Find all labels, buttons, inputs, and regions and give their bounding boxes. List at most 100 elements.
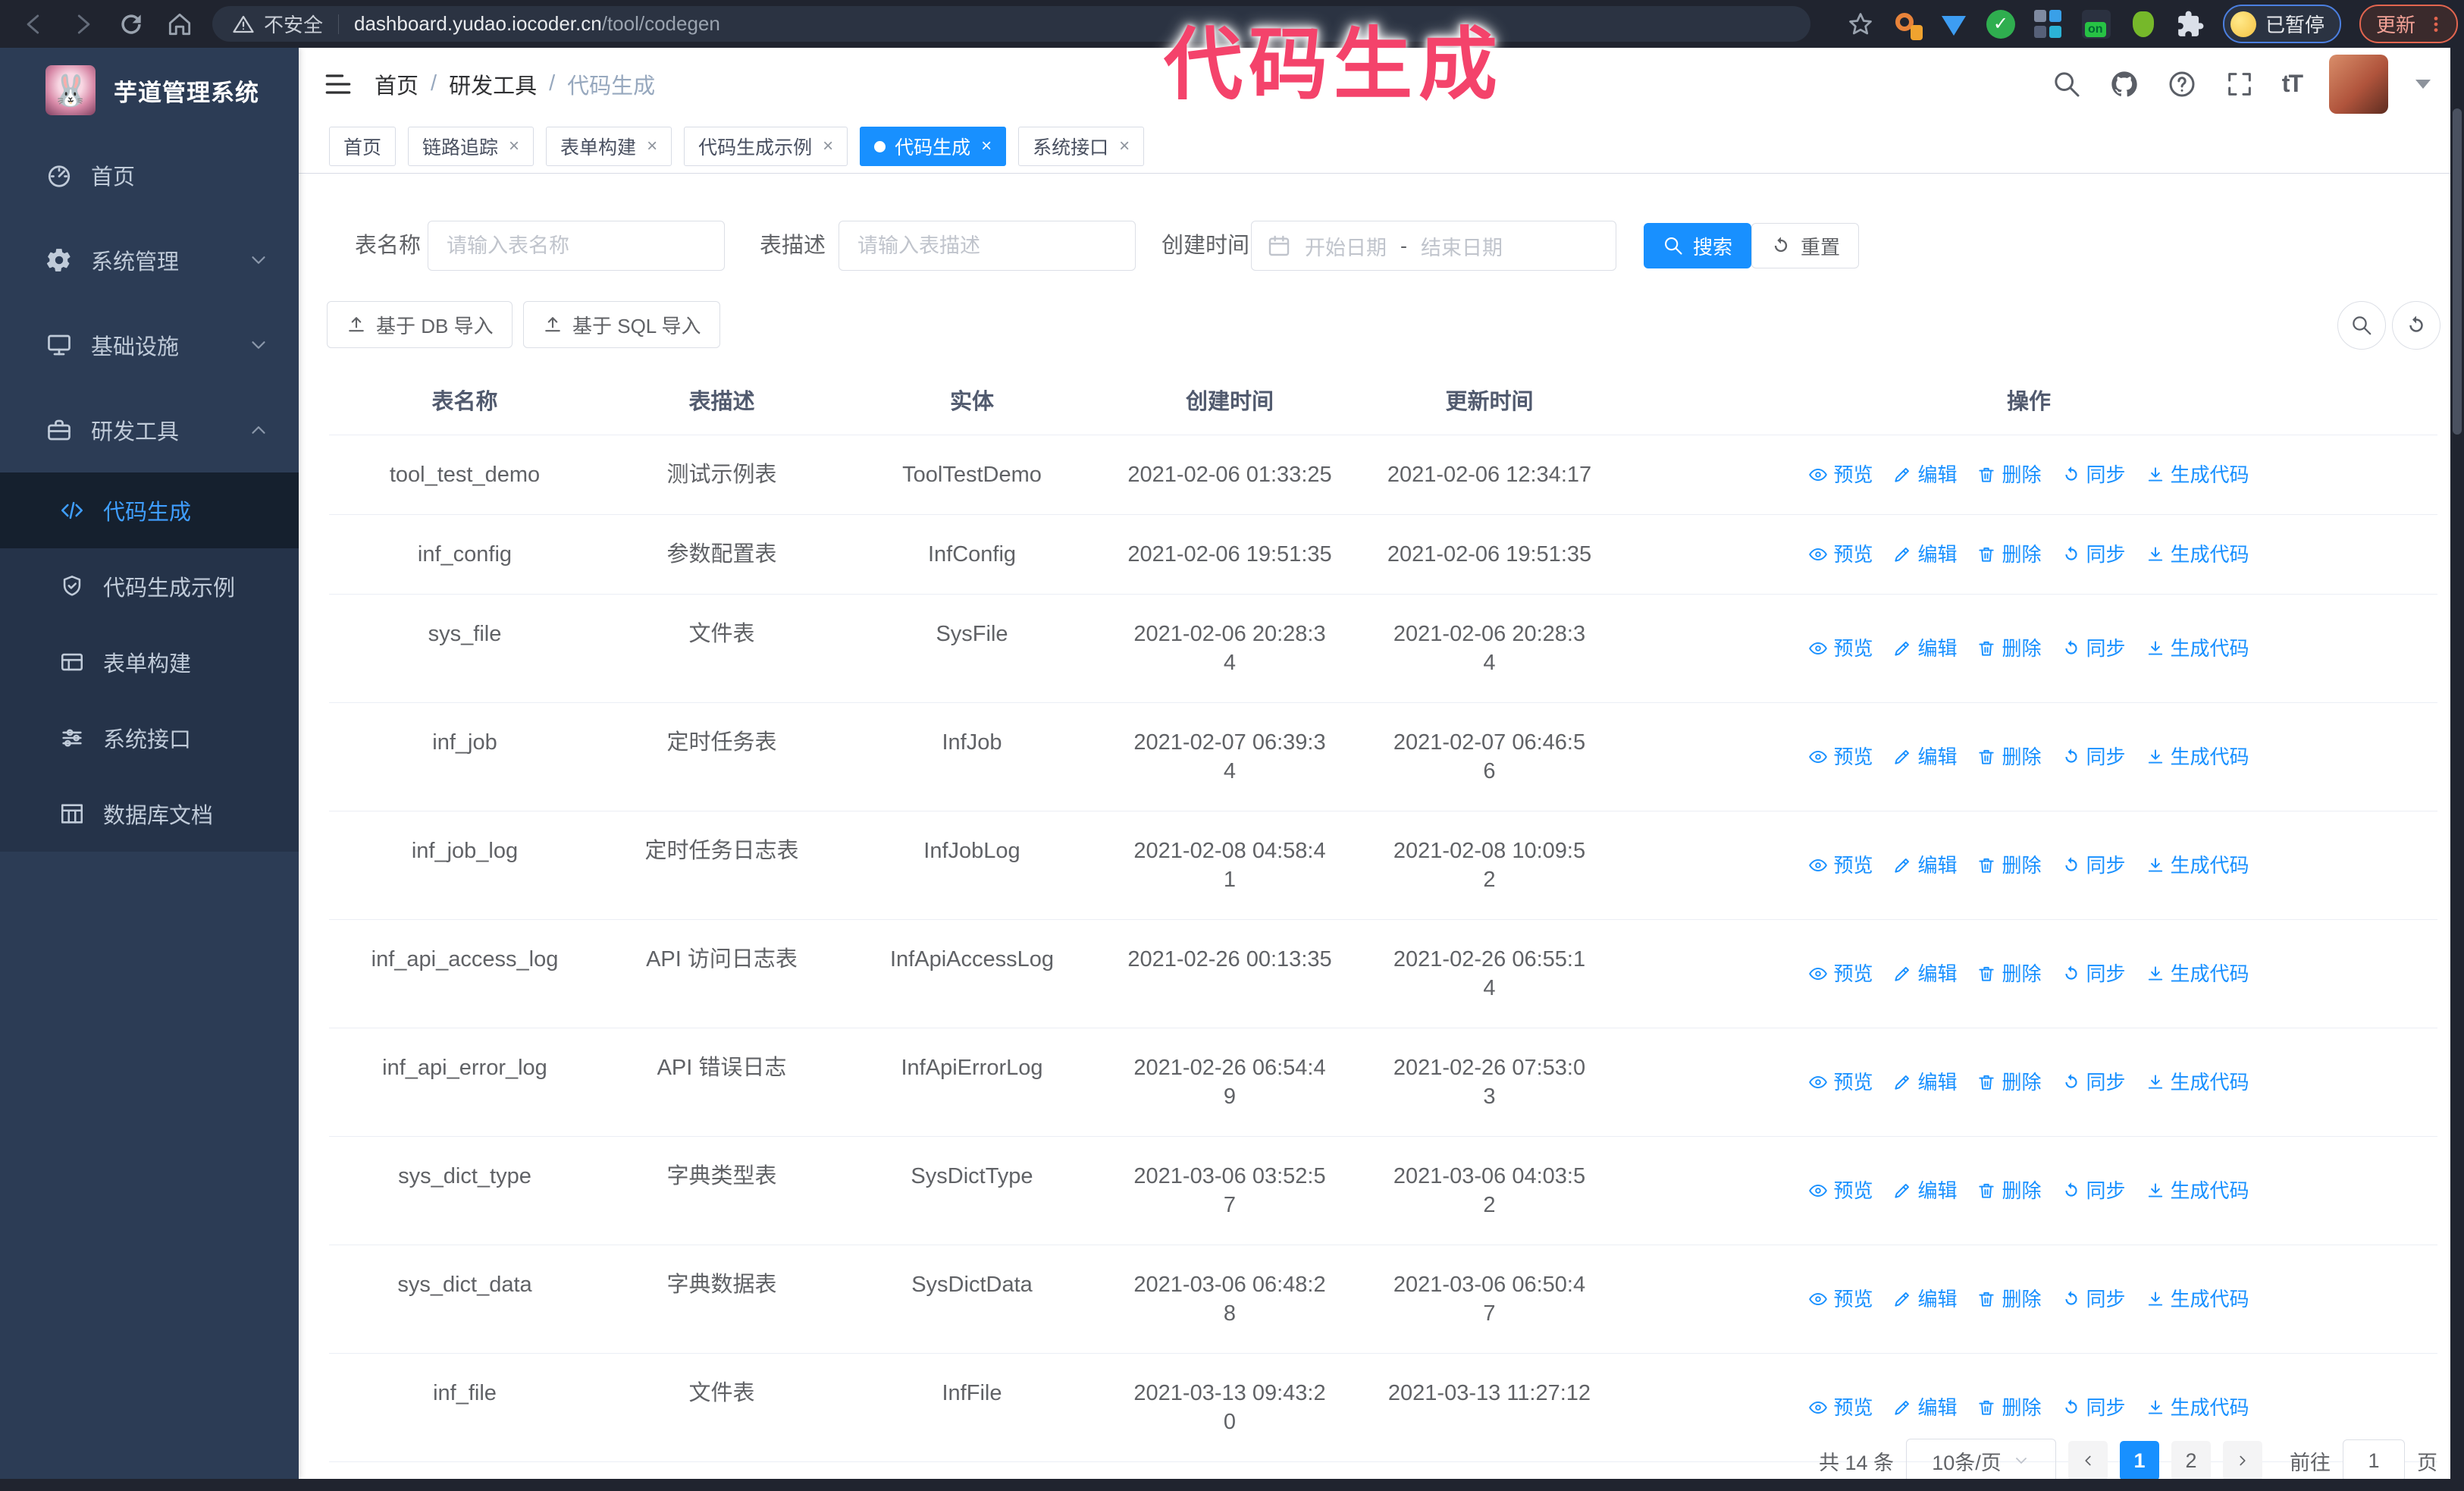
github-icon[interactable]	[2109, 69, 2140, 99]
generate-code-link[interactable]: 生成代码	[2146, 460, 2249, 489]
extension-green-check-icon[interactable]: ✓	[1986, 9, 2015, 39]
page-size-select[interactable]: 10条/页	[1906, 1439, 2056, 1483]
close-tab-icon[interactable]: ×	[509, 136, 520, 156]
generate-code-link[interactable]: 生成代码	[2146, 634, 2249, 663]
edit-link[interactable]: 编辑	[1892, 1393, 1957, 1422]
edit-link[interactable]: 编辑	[1892, 851, 1957, 880]
window-scrollbar-track[interactable]	[2450, 48, 2464, 1491]
preview-link[interactable]: 预览	[1808, 1393, 1873, 1422]
profile-sync-paused-chip[interactable]: 已暂停	[2222, 5, 2341, 43]
delete-link[interactable]: 删除	[1977, 742, 2042, 771]
sidebar-subitem-sliders[interactable]: 系统接口	[0, 700, 299, 776]
sync-link[interactable]: 同步	[2061, 742, 2126, 771]
search-button[interactable]: 搜索	[1644, 223, 1752, 268]
browser-update-button[interactable]: 更新	[2359, 5, 2458, 43]
sidebar-subitem-table-grid[interactable]: 数据库文档	[0, 776, 299, 852]
table-name-input[interactable]	[428, 221, 725, 271]
preview-link[interactable]: 预览	[1808, 1176, 1873, 1205]
prev-page-button[interactable]	[2068, 1441, 2108, 1480]
sync-link[interactable]: 同步	[2061, 634, 2126, 663]
tag-view-tab[interactable]: 首页	[329, 127, 397, 166]
edit-link[interactable]: 编辑	[1892, 742, 1957, 771]
generate-code-link[interactable]: 生成代码	[2146, 851, 2249, 880]
generate-code-link[interactable]: 生成代码	[2146, 1393, 2249, 1422]
preview-link[interactable]: 预览	[1808, 1068, 1873, 1097]
delete-link[interactable]: 删除	[1977, 540, 2042, 569]
help-icon[interactable]	[2167, 69, 2197, 99]
sidebar-item-monitor[interactable]: 基础设施	[0, 303, 299, 388]
browser-back-icon[interactable]	[20, 10, 49, 39]
generate-code-link[interactable]: 生成代码	[2146, 959, 2249, 988]
reset-button[interactable]: 重置	[1751, 223, 1860, 268]
preview-link[interactable]: 预览	[1808, 540, 1873, 569]
page-number-button[interactable]: 2	[2171, 1441, 2211, 1480]
edit-link[interactable]: 编辑	[1892, 1285, 1957, 1314]
sync-link[interactable]: 同步	[2061, 1176, 2126, 1205]
close-tab-icon[interactable]: ×	[981, 136, 992, 156]
preview-link[interactable]: 预览	[1808, 959, 1873, 988]
sync-link[interactable]: 同步	[2061, 1068, 2126, 1097]
tag-view-tab[interactable]: 链路追踪 ×	[408, 127, 534, 166]
delete-link[interactable]: 删除	[1977, 1068, 2042, 1097]
bookmark-star-icon[interactable]	[1847, 11, 1874, 38]
fullscreen-icon[interactable]	[2224, 69, 2255, 99]
window-scrollbar-thumb[interactable]	[2453, 108, 2462, 435]
edit-link[interactable]: 编辑	[1892, 460, 1957, 489]
sidebar-subitem-form[interactable]: 表单构建	[0, 624, 299, 700]
sync-link[interactable]: 同步	[2061, 851, 2126, 880]
extension-orange-icon[interactable]	[1892, 10, 1923, 40]
delete-link[interactable]: 删除	[1977, 460, 2042, 489]
sync-link[interactable]: 同步	[2061, 959, 2126, 988]
extension-on-badge-icon[interactable]: on	[2081, 9, 2111, 39]
hamburger-icon[interactable]	[321, 67, 355, 101]
generate-code-link[interactable]: 生成代码	[2146, 1068, 2249, 1097]
browser-home-icon[interactable]	[165, 10, 194, 39]
edit-link[interactable]: 编辑	[1892, 1176, 1957, 1205]
delete-link[interactable]: 删除	[1977, 959, 2042, 988]
refresh-table-button[interactable]	[2392, 301, 2440, 350]
close-tab-icon[interactable]: ×	[1119, 136, 1130, 156]
delete-link[interactable]: 删除	[1977, 1285, 2042, 1314]
sync-link[interactable]: 同步	[2061, 540, 2126, 569]
preview-link[interactable]: 预览	[1808, 634, 1873, 663]
avatar-caret-icon[interactable]	[2415, 79, 2431, 89]
preview-link[interactable]: 预览	[1808, 1285, 1873, 1314]
delete-link[interactable]: 删除	[1977, 1176, 2042, 1205]
sidebar-subitem-shield-check[interactable]: 代码生成示例	[0, 548, 299, 624]
browser-reload-icon[interactable]	[117, 10, 146, 39]
toggle-search-button[interactable]	[2337, 301, 2386, 350]
sidebar-item-gear[interactable]: 系统管理	[0, 218, 299, 303]
edit-link[interactable]: 编辑	[1892, 540, 1957, 569]
next-page-button[interactable]	[2223, 1441, 2262, 1480]
table-desc-input[interactable]	[839, 221, 1136, 271]
generate-code-link[interactable]: 生成代码	[2146, 742, 2249, 771]
browser-forward-icon[interactable]	[68, 10, 97, 39]
edit-link[interactable]: 编辑	[1892, 959, 1957, 988]
extension-alien-icon[interactable]	[2129, 10, 2158, 39]
tag-view-tab[interactable]: 表单构建 ×	[546, 127, 672, 166]
import-from-sql-button[interactable]: 基于 SQL 导入	[523, 301, 720, 348]
app-logo-row[interactable]: 🐰 芋道管理系统	[0, 48, 299, 133]
sync-link[interactable]: 同步	[2061, 1285, 2126, 1314]
generate-code-link[interactable]: 生成代码	[2146, 1176, 2249, 1205]
date-range-picker[interactable]: 开始日期 - 结束日期	[1251, 221, 1616, 271]
font-size-icon[interactable]: tT	[2281, 70, 2303, 97]
breadcrumb-item[interactable]: 首页	[375, 74, 419, 99]
extension-gem-icon[interactable]	[1939, 10, 1968, 39]
start-date-placeholder[interactable]: 开始日期	[1305, 236, 1387, 259]
goto-page-input[interactable]	[2343, 1439, 2405, 1482]
user-avatar[interactable]	[2329, 54, 2388, 114]
sync-link[interactable]: 同步	[2061, 1393, 2126, 1422]
preview-link[interactable]: 预览	[1808, 460, 1873, 489]
page-number-button[interactable]: 1	[2120, 1441, 2159, 1480]
close-tab-icon[interactable]: ×	[647, 136, 658, 156]
search-icon[interactable]	[2052, 69, 2082, 99]
extension-grid-icon[interactable]	[2033, 9, 2064, 39]
delete-link[interactable]: 删除	[1977, 851, 2042, 880]
sidebar-item-dashboard[interactable]: 首页	[0, 133, 299, 218]
delete-link[interactable]: 删除	[1977, 1393, 2042, 1422]
generate-code-link[interactable]: 生成代码	[2146, 1285, 2249, 1314]
preview-link[interactable]: 预览	[1808, 742, 1873, 771]
preview-link[interactable]: 预览	[1808, 851, 1873, 880]
end-date-placeholder[interactable]: 结束日期	[1421, 236, 1503, 259]
